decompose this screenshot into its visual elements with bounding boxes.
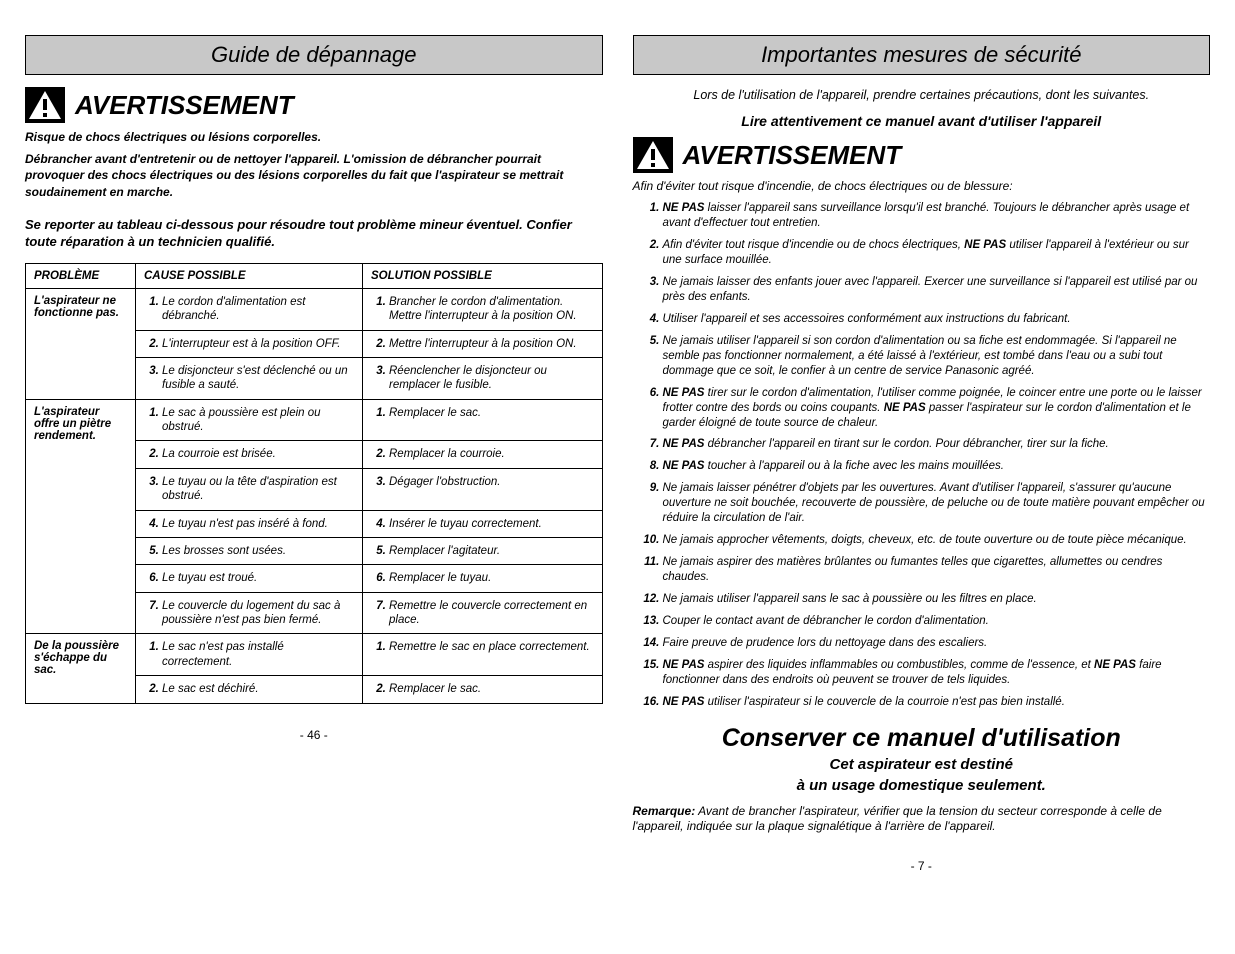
problem-cell: L'aspirateur ne fonctionne pas. [26, 288, 136, 399]
warning-block-left: AVERTISSEMENT [25, 87, 603, 123]
warning-triangle-icon [25, 87, 65, 123]
th-cause: CAUSE POSSIBLE [136, 263, 363, 288]
solution-cell: Remettre le sac en place correctement. [363, 634, 603, 676]
warn-risk-line: Risque de chocs électriques ou lésions c… [25, 129, 603, 145]
safety-item: Afin d'éviter tout risque d'incendie ou … [663, 238, 1211, 268]
warning-label-left: AVERTISSEMENT [75, 90, 294, 121]
solution-cell: Brancher le cordon d'alimentation. Mettr… [363, 288, 603, 330]
cause-cell: Le couvercle du logement du sac à poussi… [136, 592, 363, 634]
solution-cell: Remplacer le sac. [363, 399, 603, 441]
cause-cell: L'interrupteur est à la position OFF. [136, 330, 363, 357]
page-number-left: - 46 - [25, 728, 603, 742]
page-number-right: - 7 - [633, 859, 1211, 873]
cause-cell: Le tuyau ou la tête d'aspiration est obs… [136, 468, 363, 510]
cause-cell: Le tuyau n'est pas inséré à fond. [136, 510, 363, 537]
solution-cell: Remplacer le sac. [363, 676, 603, 703]
right-column: Importantes mesures de sécurité Lors de … [633, 35, 1211, 873]
keep-sub-1: Cet aspirateur est destiné [633, 755, 1211, 775]
cause-cell: Les brosses sont usées. [136, 537, 363, 564]
table-row: L'aspirateur offre un piètre rendement.L… [26, 399, 603, 441]
safety-item: NE PAS débrancher l'appareil en tirant s… [663, 437, 1211, 452]
warn-unplug-line: Débrancher avant d'entretenir ou de nett… [25, 151, 603, 200]
table-row: L'aspirateur ne fonctionne pas.Le cordon… [26, 288, 603, 330]
keep-sub-2: à un usage domestique seulement. [633, 776, 1211, 796]
cause-cell: Le tuyau est troué. [136, 565, 363, 592]
safety-item: Ne jamais utiliser l'appareil sans le sa… [663, 592, 1211, 607]
safety-item: NE PAS tirer sur le cordon d'alimentatio… [663, 386, 1211, 431]
table-intro: Se reporter au tableau ci-dessous pour r… [25, 216, 603, 251]
safety-list: NE PAS laisser l'appareil sans surveilla… [633, 201, 1211, 709]
solution-cell: Insérer le tuyau correctement. [363, 510, 603, 537]
cause-cell: Le sac à poussière est plein ou obstrué. [136, 399, 363, 441]
warning-label-right: AVERTISSEMENT [683, 140, 902, 171]
safety-item: Couper le contact avant de débrancher le… [663, 614, 1211, 629]
solution-cell: Mettre l'interrupteur à la position ON. [363, 330, 603, 357]
safety-item: Ne jamais laisser des enfants jouer avec… [663, 275, 1211, 305]
left-title-bar: Guide de dépannage [25, 35, 603, 75]
solution-cell: Dégager l'obstruction. [363, 468, 603, 510]
right-subheading: Lire attentivement ce manuel avant d'uti… [633, 113, 1211, 129]
table-row: De la poussière s'échappe du sac.Le sac … [26, 634, 603, 676]
problem-cell: L'aspirateur offre un piètre rendement. [26, 399, 136, 634]
safety-item: NE PAS toucher à l'appareil ou à la fich… [663, 459, 1211, 474]
cause-cell: Le sac est déchiré. [136, 676, 363, 703]
solution-cell: Réenclencher le disjoncteur ou remplacer… [363, 357, 603, 399]
safety-item: NE PAS laisser l'appareil sans surveilla… [663, 201, 1211, 231]
safety-item: NE PAS aspirer des liquides inflammables… [663, 658, 1211, 688]
solution-cell: Remplacer l'agitateur. [363, 537, 603, 564]
safety-lead: Afin d'éviter tout risque d'incendie, de… [633, 179, 1211, 193]
cause-cell: Le disjoncteur s'est déclenché ou un fus… [136, 357, 363, 399]
solution-cell: Remettre le couvercle correctement en pl… [363, 592, 603, 634]
remark-text: Avant de brancher l'aspirateur, vérifier… [633, 804, 1162, 834]
warning-triangle-icon [633, 137, 673, 173]
cause-cell: La courroie est brisée. [136, 441, 363, 468]
safety-item: Ne jamais approcher vêtements, doigts, c… [663, 533, 1211, 548]
th-problem: PROBLÈME [26, 263, 136, 288]
keep-manual-title: Conserver ce manuel d'utilisation [633, 724, 1211, 753]
solution-cell: Remplacer le tuyau. [363, 565, 603, 592]
warning-block-right: AVERTISSEMENT [633, 137, 1211, 173]
th-solution: SOLUTION POSSIBLE [363, 263, 603, 288]
safety-item: NE PAS utiliser l'aspirateur si le couve… [663, 695, 1211, 710]
remark-label: Remarque: [633, 804, 696, 818]
safety-item: Faire preuve de prudence lors du nettoya… [663, 636, 1211, 651]
cause-cell: Le cordon d'alimentation est débranché. [136, 288, 363, 330]
right-title-bar: Importantes mesures de sécurité [633, 35, 1211, 75]
safety-item: Ne jamais utiliser l'appareil si son cor… [663, 334, 1211, 379]
left-column: Guide de dépannage AVERTISSEMENT Risque … [25, 35, 603, 873]
safety-item: Utiliser l'appareil et ses accessoires c… [663, 312, 1211, 327]
troubleshooting-table: PROBLÈME CAUSE POSSIBLE SOLUTION POSSIBL… [25, 263, 603, 704]
solution-cell: Remplacer la courroie. [363, 441, 603, 468]
right-intro: Lors de l'utilisation de l'appareil, pre… [673, 87, 1171, 103]
safety-item: Ne jamais aspirer des matières brûlantes… [663, 555, 1211, 585]
safety-item: Ne jamais laisser pénétrer d'objets par … [663, 481, 1211, 526]
cause-cell: Le sac n'est pas installé correctement. [136, 634, 363, 676]
remark: Remarque: Avant de brancher l'aspirateur… [633, 804, 1211, 835]
problem-cell: De la poussière s'échappe du sac. [26, 634, 136, 703]
